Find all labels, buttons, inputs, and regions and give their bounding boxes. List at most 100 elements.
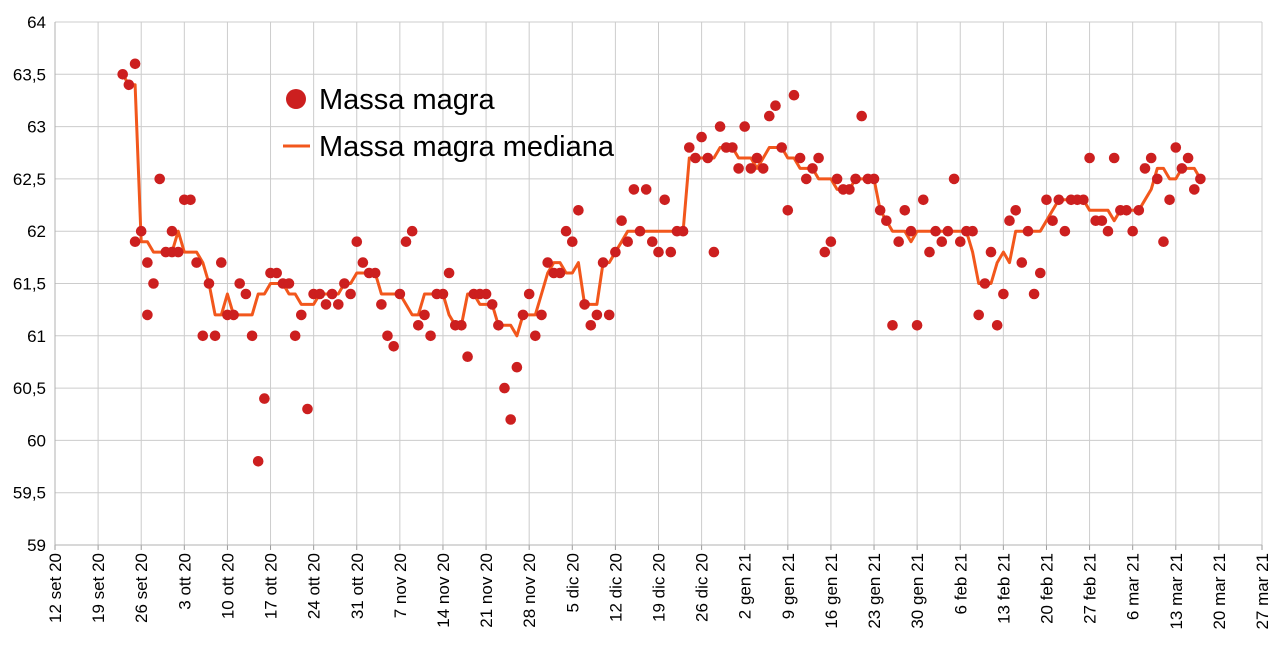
data-point	[228, 309, 239, 321]
data-point	[1121, 205, 1132, 216]
data-point	[819, 246, 831, 258]
data-point	[782, 205, 794, 216]
y-tick-label: 64	[27, 13, 46, 32]
x-tick-label: 6 feb 21	[951, 553, 970, 614]
median-line	[121, 73, 1202, 338]
legend-label-massa-magra-mediana: Massa magra mediana	[319, 131, 615, 163]
data-point	[1010, 205, 1021, 216]
data-point	[357, 257, 369, 268]
data-point	[1004, 215, 1015, 226]
data-point	[191, 257, 202, 268]
data-point	[776, 142, 787, 153]
data-point	[745, 163, 757, 174]
y-tick-label: 63,5	[13, 65, 46, 84]
x-tick-label: 16 gen 21	[822, 553, 841, 629]
data-point	[764, 110, 775, 122]
data-point	[979, 278, 991, 289]
y-tick-label: 62,5	[13, 170, 46, 189]
x-tick-label: 27 mar 21	[1253, 553, 1272, 630]
data-point	[591, 309, 603, 321]
data-point	[530, 330, 541, 342]
x-tick-label: 26 set 20	[132, 553, 151, 623]
data-point	[271, 267, 283, 279]
data-point	[246, 330, 258, 342]
data-point	[234, 278, 245, 289]
data-point	[536, 309, 547, 321]
data-point	[129, 236, 141, 247]
data-point	[1053, 194, 1065, 206]
data-point	[462, 351, 473, 363]
y-tick-label: 63	[27, 118, 46, 137]
data-point	[794, 152, 806, 164]
data-point	[856, 110, 867, 122]
data-point	[517, 309, 529, 321]
data-point	[369, 267, 381, 279]
data-point	[616, 215, 627, 226]
data-point	[647, 236, 658, 247]
x-tick-label: 14 nov 20	[434, 553, 453, 628]
data-point	[197, 330, 209, 342]
data-point	[573, 205, 584, 216]
data-point	[314, 288, 326, 300]
data-point	[505, 414, 516, 425]
data-point	[967, 225, 978, 237]
data-point	[998, 288, 1009, 300]
x-tick-label: 17 ott 20	[262, 553, 281, 619]
data-point	[1084, 152, 1095, 164]
data-point	[499, 382, 510, 394]
data-point	[1170, 142, 1182, 153]
legend-marker-massa-magra	[286, 89, 306, 109]
data-point	[493, 320, 504, 331]
data-point	[456, 320, 467, 331]
legend: Massa magra Massa magra mediana	[283, 84, 615, 163]
data-point	[209, 330, 221, 342]
y-tick-label: 59	[27, 536, 46, 555]
data-point	[597, 257, 609, 268]
data-point	[382, 330, 393, 342]
data-point	[739, 121, 750, 132]
data-point	[1145, 152, 1157, 164]
x-tick-label: 28 nov 20	[520, 553, 539, 628]
data-point	[702, 152, 714, 164]
x-tick-label: 6 mar 21	[1124, 553, 1143, 620]
data-point	[610, 246, 621, 258]
data-point	[400, 236, 412, 247]
x-tick-label: 5 dic 20	[563, 553, 582, 613]
data-point	[333, 299, 344, 310]
data-point	[973, 309, 984, 321]
data-point	[289, 330, 301, 342]
data-point	[172, 246, 184, 258]
data-point	[1016, 257, 1028, 268]
data-point	[339, 278, 350, 289]
data-point	[911, 320, 923, 331]
data-point	[259, 393, 270, 404]
x-tick-label: 3 ott 20	[175, 553, 194, 610]
data-point	[302, 403, 313, 415]
data-point	[874, 205, 886, 216]
data-point	[1195, 173, 1206, 185]
data-point	[881, 215, 892, 226]
data-point	[727, 142, 738, 153]
data-point	[166, 225, 178, 237]
x-tick-label: 7 nov 20	[391, 553, 410, 618]
x-tick-label: 13 mar 21	[1167, 553, 1186, 630]
data-point	[991, 320, 1003, 331]
x-tick-label: 26 dic 20	[693, 553, 712, 622]
y-axis-ticks: 59 59,5 60 60,5 61 61,5 62 62,5 63 63,5 64	[13, 13, 46, 555]
data-point	[665, 246, 677, 258]
data-point	[148, 278, 159, 289]
data-point	[985, 246, 997, 258]
data-point	[684, 142, 695, 153]
data-point	[1127, 225, 1138, 237]
data-point	[129, 58, 141, 70]
legend-label-massa-magra: Massa magra	[319, 84, 496, 116]
data-point	[1189, 184, 1200, 195]
data-point	[1176, 163, 1188, 174]
data-point	[216, 257, 227, 268]
data-point	[480, 288, 492, 300]
x-tick-label: 30 gen 21	[908, 553, 927, 629]
data-point	[1139, 163, 1151, 174]
data-point	[326, 288, 338, 300]
data-point	[351, 236, 363, 247]
y-tick-label: 61	[27, 327, 46, 346]
